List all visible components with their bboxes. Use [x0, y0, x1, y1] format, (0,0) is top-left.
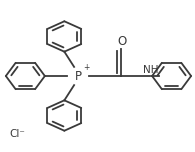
Text: P: P	[74, 69, 82, 83]
Text: +: +	[84, 63, 90, 72]
Text: NH: NH	[143, 65, 159, 75]
Text: O: O	[117, 35, 127, 48]
Text: Cl⁻: Cl⁻	[10, 129, 26, 139]
